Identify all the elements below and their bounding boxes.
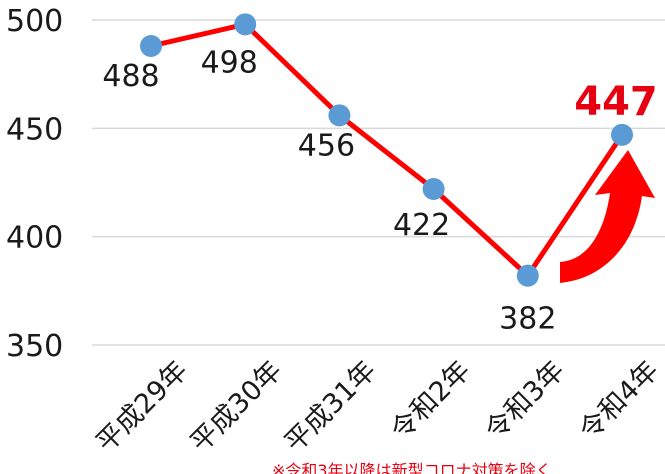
- data-point: [234, 13, 257, 36]
- x-tick-label: 平成31年: [279, 355, 382, 458]
- data-label: 488: [102, 59, 159, 94]
- data-point: [516, 264, 539, 287]
- y-tick-label: 400: [6, 221, 63, 256]
- data-label-highlight: 447: [574, 79, 658, 125]
- data-labels: 488 498 456 422 382 447: [102, 45, 657, 336]
- data-label: 456: [298, 128, 355, 163]
- data-point: [422, 178, 445, 200]
- x-tick-label: 令和3年: [479, 355, 570, 446]
- curved-up-arrow-icon: [560, 150, 655, 283]
- x-tick-label: 平成30年: [185, 355, 288, 458]
- x-tick-label: 令和4年: [574, 355, 665, 446]
- data-point: [328, 104, 351, 127]
- y-axis-ticks: 500 450 400 350: [6, 4, 63, 364]
- data-label: 382: [499, 302, 556, 337]
- data-series: [140, 13, 633, 287]
- y-tick-label: 350: [6, 329, 63, 364]
- footnote: ※令和3年以降は新型コロナ対策を除く: [272, 461, 552, 474]
- x-tick-label: 平成29年: [90, 355, 193, 458]
- data-label: 498: [201, 45, 258, 80]
- gridlines: [92, 19, 665, 346]
- y-tick-label: 500: [6, 4, 63, 39]
- data-point: [611, 123, 633, 146]
- x-tick-label: 令和2年: [385, 355, 476, 446]
- data-label: 422: [393, 208, 450, 243]
- y-tick-label: 450: [6, 112, 63, 147]
- data-point: [140, 35, 162, 57]
- series-line: [150, 21, 625, 279]
